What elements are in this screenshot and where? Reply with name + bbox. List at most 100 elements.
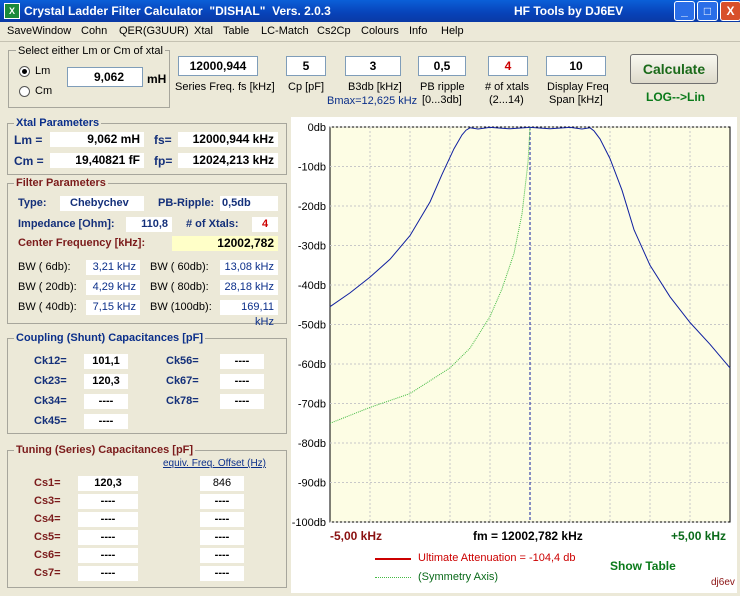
tuning-title: Tuning (Series) Capacitances [pF]: [14, 444, 196, 456]
radio-cm[interactable]: [19, 86, 30, 97]
bw-value: 7,15 kHz: [86, 300, 140, 315]
ck-label: Ck56=: [166, 355, 199, 367]
ripple-input[interactable]: 0,5: [418, 56, 466, 76]
menu-xtal[interactable]: Xtal: [194, 25, 213, 37]
menu-bar: SaveWindow Cohn QER(G3UUR) Xtal Table LC…: [0, 22, 740, 42]
log-lin-toggle[interactable]: LOG-->Lin: [646, 90, 705, 104]
b3db-input[interactable]: 3: [345, 56, 401, 76]
minimize-button[interactable]: _: [674, 1, 695, 21]
title-bar: X Crystal Ladder Filter Calculator "DISH…: [0, 0, 740, 22]
fp-value: 12024,213 kHz: [178, 153, 278, 168]
menu-cohn[interactable]: Cohn: [81, 25, 108, 37]
y-tick-label: -100db: [292, 517, 326, 529]
cs-label: Cs6=: [34, 549, 61, 561]
input-toolbar: Select either Lm or Cm of xtal Lm Cm 9,0…: [0, 42, 740, 112]
y-tick-label: -70db: [298, 399, 326, 411]
menu-help[interactable]: Help: [441, 25, 464, 37]
symmetry-curve: [329, 126, 531, 424]
bw-value: 13,08 kHz: [220, 260, 278, 275]
ck-label: Ck34=: [34, 395, 67, 407]
cs-value: ----: [78, 512, 138, 527]
calculate-button[interactable]: Calculate: [630, 54, 718, 84]
legend-swatch-attenuation: [375, 558, 411, 560]
nxtals-range: (2...14): [489, 94, 524, 106]
attenuation-curve: [329, 126, 731, 369]
menu-info[interactable]: Info: [409, 25, 428, 37]
tuning-panel: Tuning (Series) Capacitances [pF] equiv.…: [7, 444, 287, 588]
cs-label: Cs1=: [34, 477, 61, 489]
cs-value: ----: [78, 494, 138, 509]
legend-symmetry: (Symmetry Axis): [418, 571, 499, 583]
lm-label: Lm =: [14, 133, 43, 147]
bmax-note: Bmax=12,625 kHz: [327, 95, 418, 107]
bw-value: 3,21 kHz: [86, 260, 140, 275]
ck-value: ----: [220, 374, 264, 389]
xtal-value-input[interactable]: 9,062: [67, 67, 143, 87]
cs-value: ----: [78, 566, 138, 581]
lm-value: 9,062 mH: [50, 132, 144, 147]
bw-label: BW ( 6db):: [18, 261, 71, 273]
nxtal-out-label: # of Xtals:: [186, 218, 239, 230]
ck-value: 101,1: [84, 354, 128, 369]
xtal-unit: mH: [147, 72, 167, 86]
fp-label: fp=: [154, 154, 173, 168]
cs-label: Cs7=: [34, 567, 61, 579]
x-label-right: +5,00 kHz: [671, 529, 727, 543]
b3db-label: B3db [kHz]: [348, 81, 402, 93]
ripple-label: PB ripple: [420, 81, 465, 93]
maximize-button[interactable]: □: [697, 1, 718, 21]
cs-label: Cs4=: [34, 513, 61, 525]
coupling-title: Coupling (Shunt) Capacitances [pF]: [14, 332, 205, 344]
brand-text: HF Tools by DJ6EV: [514, 4, 624, 18]
menu-lc-match[interactable]: LC-Match: [261, 25, 309, 37]
y-tick-label: -50db: [298, 320, 326, 332]
filter-params-panel: Filter Parameters Type: Chebychev PB-Rip…: [7, 177, 287, 328]
span-input[interactable]: 10: [546, 56, 606, 76]
span-label: Display Freq: [547, 81, 609, 93]
menu-table[interactable]: Table: [223, 25, 250, 37]
radio-lm[interactable]: [19, 66, 30, 77]
chart-panel: 0db -10db -20db -30db -40db -50db -60db -70db -8…: [291, 117, 737, 593]
cp-label: Cp [pF]: [288, 81, 325, 93]
cm-label: Cm =: [14, 154, 44, 168]
cs-offset: ----: [200, 512, 244, 527]
y-tick-label: -90db: [298, 478, 326, 490]
xtal-params-panel: Xtal Parameters Lm = 9,062 mH fs= 12000,…: [7, 117, 287, 175]
fs-input[interactable]: 12000,944: [178, 56, 258, 76]
radio-cm-label: Cm: [35, 85, 53, 97]
impedance-value: 110,8: [126, 217, 172, 232]
ck-value: 120,3: [84, 374, 128, 389]
menu-colours[interactable]: Colours: [361, 25, 399, 37]
nxtals-input[interactable]: 4: [488, 56, 528, 76]
ripple-range: [0...3db]: [422, 94, 462, 106]
bw-label: BW (100db):: [150, 301, 212, 313]
bw-label: BW ( 20db):: [18, 281, 77, 293]
cs-label: Cs3=: [34, 495, 61, 507]
menu-savewindow[interactable]: SaveWindow: [7, 25, 72, 37]
cs-offset: 846: [200, 476, 244, 491]
ck-label: Ck78=: [166, 395, 199, 407]
menu-cs2cp[interactable]: Cs2Cp: [317, 25, 351, 37]
nxtal-out-value: 4: [252, 217, 278, 232]
x-label-center: fm = 12002,782 kHz: [473, 529, 583, 543]
y-tick-label: -80db: [298, 438, 326, 450]
radio-lm-label: Lm: [35, 65, 51, 77]
y-tick-label: -60db: [298, 359, 326, 371]
cs-offset: ----: [200, 566, 244, 581]
bw-label: BW ( 80db):: [150, 281, 209, 293]
coupling-panel: Coupling (Shunt) Capacitances [pF] Ck12=…: [7, 332, 287, 434]
fs-out-value: 12000,944 kHz: [178, 132, 278, 147]
y-tick-label: 0db: [308, 122, 326, 134]
ck-value: ----: [84, 394, 128, 409]
nxtals-label: # of xtals: [485, 81, 530, 93]
show-table-button[interactable]: Show Table: [610, 559, 676, 573]
cs-offset: ----: [200, 530, 244, 545]
app-icon: X: [4, 3, 20, 19]
span-label-2: Span [kHz]: [549, 94, 603, 106]
menu-qer[interactable]: QER(G3UUR): [119, 25, 189, 37]
x-label-left: -5,00 kHz: [330, 529, 383, 543]
close-button[interactable]: X: [720, 1, 740, 21]
xtal-params-title: Xtal Parameters: [14, 117, 102, 129]
cp-input[interactable]: 5: [286, 56, 326, 76]
bw-label: BW ( 40db):: [18, 301, 77, 313]
